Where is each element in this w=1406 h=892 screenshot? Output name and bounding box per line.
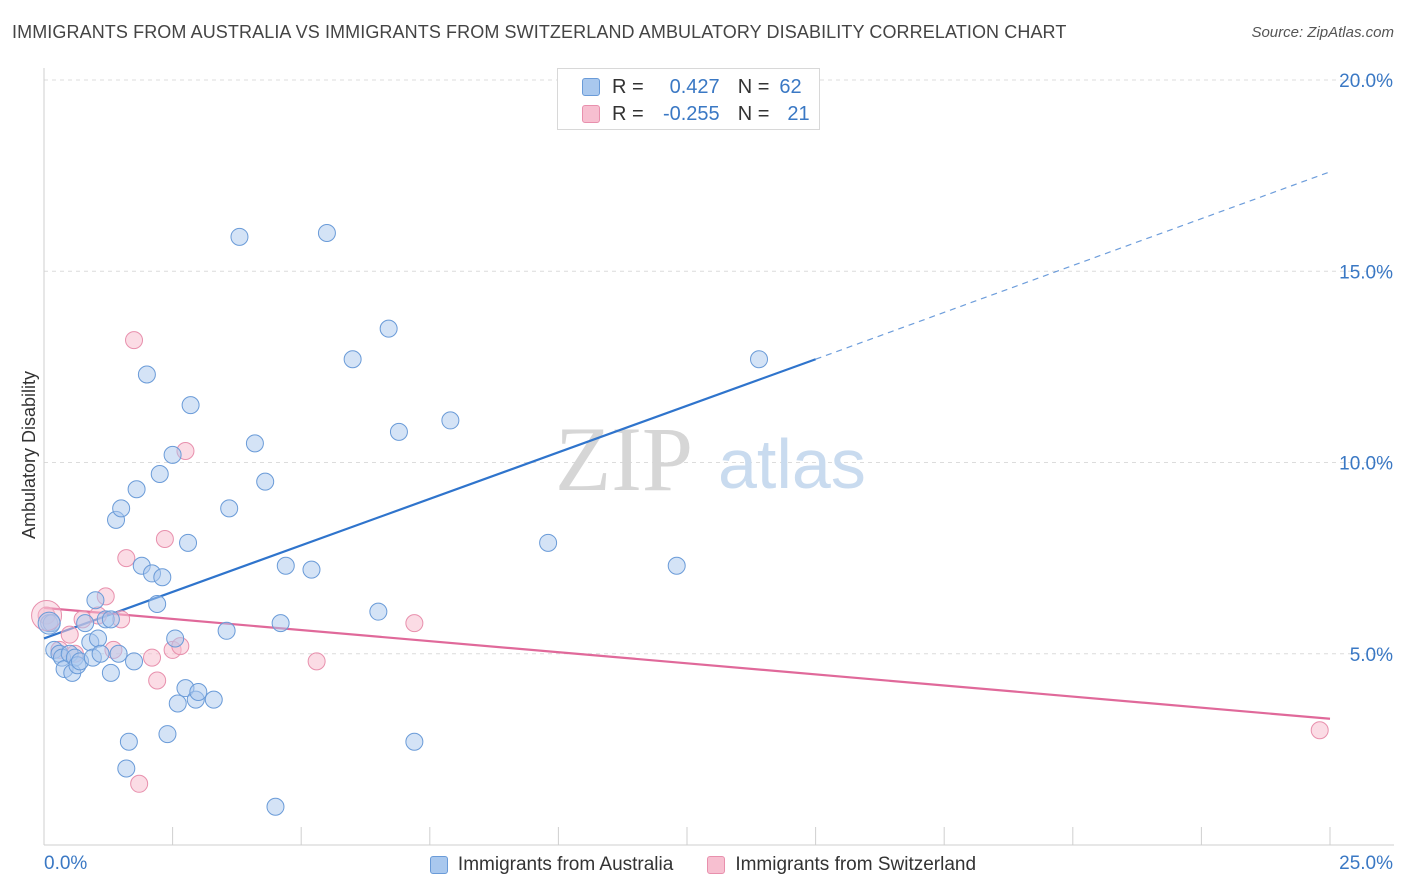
australia-point [317,224,336,242]
stats-row-australia: R = 0.427 N = 62 [582,73,802,101]
australia-point [153,568,172,587]
australia-point [150,464,169,483]
y-tick-label: 10.0% [1339,454,1393,475]
switzerland-n-label: N = [737,102,770,125]
australia-n-label: N = [737,75,770,98]
australia-point [168,694,187,713]
australia-point [220,499,239,518]
australia-point [137,365,156,384]
switzerland-n-value: 21 [787,102,810,125]
australia-trend-line [43,358,816,640]
y-tick-label: 15.0% [1339,262,1393,283]
australia-point [163,445,182,464]
watermark-atlas: atlas [718,425,866,503]
australia-point [127,480,146,499]
australia-point [539,533,558,552]
australia-point [91,644,110,663]
australia-point [441,411,460,430]
legend-switzerland-label: Immigrants from Switzerland [735,854,977,875]
switzerland-swatch [582,105,600,123]
stats-row-switzerland: R = -0.255 N = 21 [582,100,810,128]
australia-point [302,560,321,579]
australia-point [217,621,236,640]
australia-trend-extension [815,171,1331,360]
switzerland-point [1310,721,1329,740]
switzerland-r-value: -0.255 [662,102,720,125]
australia-point [271,614,290,633]
switzerland-point [125,331,144,350]
y-tick-label: 5.0% [1350,645,1393,666]
australia-point [109,644,128,663]
legend-australia-label: Immigrants from Australia [457,854,674,875]
switzerland-point [155,530,174,548]
chart-title: IMMIGRANTS FROM AUSTRALIA VS IMMIGRANTS … [12,22,1067,42]
australia-n-value: 62 [779,75,802,98]
trend-layer [43,171,1331,720]
australia-point [112,499,131,518]
x-tick-label: 0.0% [44,853,87,874]
australia-point [276,556,295,575]
australia-point [379,319,398,338]
source-label: Source: ZipAtlas.com [1251,24,1394,41]
tick-label-layer: 5.0% 10.0% 15.0% 20.0% 0.0% 25.0% [44,71,1393,874]
switzerland-point [60,625,79,644]
australia-point [101,663,120,682]
australia-point [148,595,167,614]
australia-point [369,602,388,621]
switzerland-point [143,648,162,667]
points-layer [31,224,1329,816]
switzerland-trend-line [43,606,1331,720]
legend-entry-australia[interactable]: Immigrants from Australia [429,854,674,876]
bottom-legend: Immigrants from Australia Immigrants fro… [0,850,1406,880]
australia-point [179,533,198,552]
legend-australia-swatch [429,856,448,874]
axis-layer [43,68,1394,846]
australia-point [158,725,177,744]
australia-point [119,732,138,751]
legend-switzerland-swatch [707,856,726,874]
australia-point [101,610,120,629]
australia-point-large [37,611,61,635]
x-tick-label: 25.0% [1339,853,1393,874]
australia-point [405,732,424,751]
switzerland-point [405,614,424,633]
australia-point [76,614,95,633]
watermark-zip: ZIP [555,408,693,510]
australia-point [125,652,144,671]
australia-point [189,683,208,701]
australia-swatch [582,78,600,96]
stats-legend: R = 0.427 N = 62 R = -0.255 N = 21 [557,68,820,130]
australia-point [389,422,408,441]
grid-layer [44,79,1394,655]
switzerland-point [130,774,149,793]
australia-point [89,629,108,648]
legend-entry-switzerland[interactable]: Immigrants from Switzerland [707,854,976,876]
australia-point [86,591,105,610]
australia-point [750,350,769,369]
y-tick-label: 20.0% [1339,71,1393,92]
australia-point [117,759,136,778]
australia-r-label: R = [612,75,644,98]
australia-point [667,556,686,575]
switzerland-r-label: R = [612,102,644,125]
australia-point [245,434,264,453]
australia-point [230,227,249,246]
australia-point [166,629,185,648]
australia-point [256,472,275,491]
australia-point [266,797,285,816]
australia-point [343,350,362,369]
switzerland-point [117,549,136,568]
australia-point [181,396,200,415]
watermark: ZIP atlas [555,408,866,510]
switzerland-point [307,652,326,671]
switzerland-point [148,671,167,690]
australia-r-value: 0.427 [669,75,720,98]
y-axis-label: Ambulatory Disability [19,371,39,539]
australia-point [204,690,223,709]
